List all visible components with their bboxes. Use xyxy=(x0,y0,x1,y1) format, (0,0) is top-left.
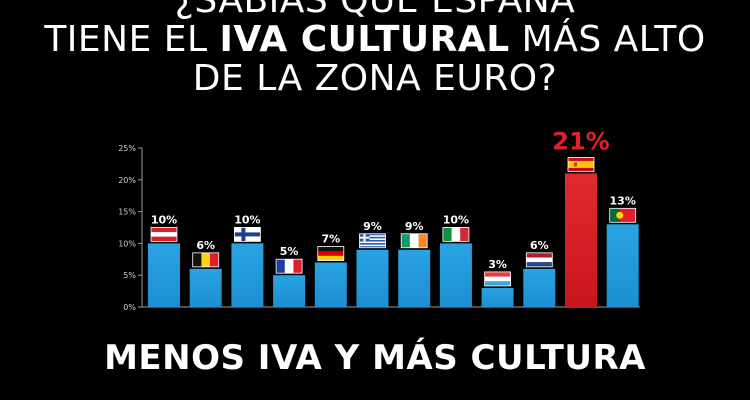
bar-germany xyxy=(314,262,347,307)
data-label: 13% xyxy=(610,194,636,207)
bar-greece xyxy=(356,249,389,307)
headline-text: TIENE EL xyxy=(44,19,220,60)
data-label: 6% xyxy=(530,239,549,252)
headline-line-3: DE LA ZONA EURO? xyxy=(192,58,558,99)
y-tick-label: 15% xyxy=(118,208,136,217)
netherlands-flag xyxy=(525,252,553,268)
bar-chart: 0% 5% 10% 15% 20% 25% 10% 6% 10% 5% 7% 9% 9% 10% 3% 6% 2… xyxy=(118,127,640,312)
france-flag xyxy=(275,258,303,274)
bar-austria xyxy=(148,243,180,307)
austria-flag xyxy=(150,226,178,242)
bar-spain xyxy=(565,173,597,307)
y-tick-label: 0% xyxy=(123,303,136,312)
headline-line-1: ¿SABÍAS QUE ESPAÑA xyxy=(174,0,576,21)
bar-portugal xyxy=(606,224,639,307)
italy-flag xyxy=(442,226,470,242)
footer-slogan: MENOS IVA Y MÁS CULTURA xyxy=(104,338,646,378)
data-label: 10% xyxy=(234,213,260,226)
bar-ireland xyxy=(398,249,431,307)
y-tick-label: 10% xyxy=(118,239,136,248)
y-tick-label: 5% xyxy=(123,271,136,280)
data-label: 9% xyxy=(405,220,424,233)
bar-luxembourg xyxy=(481,287,514,307)
luxembourg-flag xyxy=(484,271,512,287)
y-tick-label: 25% xyxy=(118,144,136,153)
headline-emphasis: IVA CULTURAL xyxy=(219,19,510,60)
data-label: 9% xyxy=(363,220,382,233)
data-label: 6% xyxy=(196,239,215,252)
greece-flag xyxy=(359,233,386,249)
data-label: 7% xyxy=(321,232,340,245)
y-tick-label: 20% xyxy=(118,176,136,185)
belgium-flag xyxy=(192,252,220,268)
bar-netherlands xyxy=(523,268,556,307)
data-label: 21% xyxy=(552,127,609,155)
data-label: 5% xyxy=(280,245,299,258)
finland-flag xyxy=(233,226,261,242)
ireland-flag xyxy=(400,233,428,249)
data-label: 3% xyxy=(488,258,507,271)
bar-finland xyxy=(231,243,264,307)
bar-france xyxy=(273,275,306,307)
headline-text: MÁS ALTO xyxy=(509,19,706,60)
data-label: 10% xyxy=(443,213,469,226)
bar-belgium xyxy=(189,268,222,307)
portugal-flag xyxy=(609,207,637,223)
germany-flag xyxy=(317,246,345,261)
spain-flag xyxy=(567,157,595,172)
headline-line-2: TIENE EL IVA CULTURAL MÁS ALTO xyxy=(0,20,750,59)
bar-italy xyxy=(439,243,472,307)
data-label: 10% xyxy=(151,213,177,226)
